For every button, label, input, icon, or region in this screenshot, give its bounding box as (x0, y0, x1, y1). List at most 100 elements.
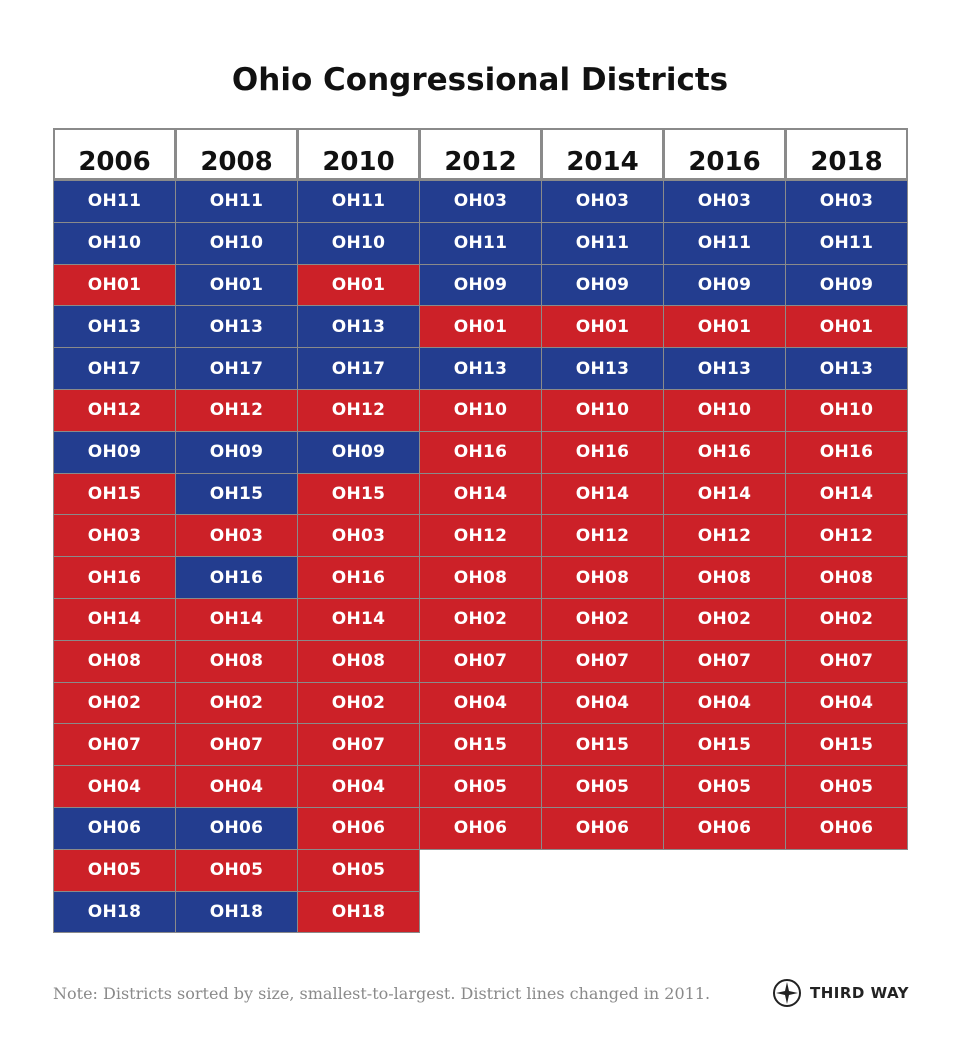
district-cell: OH18 (297, 890, 420, 934)
district-cell: OH12 (419, 514, 542, 558)
district-cell: OH13 (785, 347, 908, 390)
column-header: 2014 (541, 128, 664, 180)
column-header: 2010 (297, 128, 420, 180)
district-cell: OH07 (53, 723, 176, 767)
third-way-logo: THIRD WAY (772, 978, 909, 1008)
district-cell: OH08 (541, 556, 664, 599)
district-cell: OH06 (175, 807, 298, 850)
district-cell: OH04 (175, 765, 298, 808)
district-cell: OH13 (419, 347, 542, 390)
district-cell: OH13 (175, 305, 298, 349)
district-cell: OH03 (663, 180, 786, 223)
district-cell: OH02 (541, 598, 664, 641)
district-cell: OH15 (419, 723, 542, 767)
district-cell: OH18 (175, 890, 298, 934)
district-cell: OH15 (663, 723, 786, 767)
district-cell: OH14 (785, 472, 908, 516)
column-header: 2016 (663, 128, 786, 180)
district-cell: OH09 (663, 263, 786, 307)
district-cell: OH13 (297, 305, 420, 349)
district-cell: OH06 (297, 807, 420, 850)
district-cell: OH14 (53, 598, 176, 641)
district-cell: OH02 (175, 681, 298, 725)
district-cell: OH08 (785, 556, 908, 599)
district-cell: OH08 (53, 639, 176, 683)
district-cell: OH04 (419, 681, 542, 725)
district-cell: OH09 (785, 263, 908, 307)
district-cell: OH09 (297, 430, 420, 474)
district-cell: OH04 (297, 765, 420, 808)
district-cell: OH16 (663, 430, 786, 474)
district-cell: OH11 (419, 221, 542, 265)
district-cell: OH10 (175, 221, 298, 265)
district-cell: OH15 (785, 723, 908, 767)
district-cell: OH05 (53, 848, 176, 892)
district-cell: OH07 (175, 723, 298, 767)
district-cell: OH15 (541, 723, 664, 767)
district-cell: OH16 (297, 556, 420, 599)
district-cell: OH07 (785, 639, 908, 683)
district-cell: OH16 (785, 430, 908, 474)
district-cell: OH14 (297, 598, 420, 641)
district-cell: OH12 (785, 514, 908, 558)
district-cell: OH07 (541, 639, 664, 683)
district-cell: OH11 (663, 221, 786, 265)
district-cell: OH14 (419, 472, 542, 516)
district-cell: OH11 (785, 221, 908, 265)
district-cell: OH03 (541, 180, 664, 223)
district-cell: OH03 (175, 514, 298, 558)
district-cell: OH02 (785, 598, 908, 641)
chart-title: Ohio Congressional Districts (231, 62, 729, 98)
district-cell: OH12 (297, 389, 420, 432)
district-cell: OH03 (785, 180, 908, 223)
district-cell: OH01 (175, 263, 298, 307)
district-cell: OH17 (175, 347, 298, 390)
district-cell: OH15 (53, 472, 176, 516)
district-cell: OH03 (53, 514, 176, 558)
district-cell: OH09 (541, 263, 664, 307)
district-cell: OH12 (663, 514, 786, 558)
district-cell: OH17 (53, 347, 176, 390)
district-cell: OH07 (663, 639, 786, 683)
district-cell: OH13 (53, 305, 176, 349)
district-cell: OH16 (541, 430, 664, 474)
district-cell: OH10 (53, 221, 176, 265)
district-cell: OH01 (663, 305, 786, 349)
district-cell: OH06 (663, 807, 786, 850)
district-cell: OH10 (663, 389, 786, 432)
district-cell: OH12 (175, 389, 298, 432)
district-cell: OH04 (785, 681, 908, 725)
logo-text: THIRD WAY (810, 984, 909, 1002)
district-cell: OH02 (663, 598, 786, 641)
district-cell: OH04 (53, 765, 176, 808)
district-cell: OH02 (419, 598, 542, 641)
district-cell: OH17 (297, 347, 420, 390)
district-cell: OH01 (419, 305, 542, 349)
district-cell: OH10 (419, 389, 542, 432)
footer-note: Note: Districts sorted by size, smallest… (53, 984, 711, 1003)
column-header: 2008 (175, 128, 298, 180)
district-cell: OH05 (419, 765, 542, 808)
district-cell: OH06 (541, 807, 664, 850)
district-cell: OH02 (297, 681, 420, 725)
district-cell: OH01 (297, 263, 420, 307)
district-cell: OH12 (541, 514, 664, 558)
district-cell: OH10 (297, 221, 420, 265)
district-cell: OH16 (419, 430, 542, 474)
district-cell: OH01 (541, 305, 664, 349)
district-cell: OH16 (53, 556, 176, 599)
district-cell: OH06 (53, 807, 176, 850)
district-cell: OH13 (663, 347, 786, 390)
district-cell: OH16 (175, 556, 298, 599)
district-cell: OH08 (175, 639, 298, 683)
district-cell: OH05 (785, 765, 908, 808)
district-cell: OH15 (297, 472, 420, 516)
district-cell: OH11 (53, 180, 176, 223)
district-cell: OH09 (419, 263, 542, 307)
column-header: 2018 (785, 128, 908, 180)
column-header: 2012 (419, 128, 542, 180)
district-cell: OH05 (541, 765, 664, 808)
district-cell: OH03 (297, 514, 420, 558)
district-cell: OH10 (541, 389, 664, 432)
district-cell: OH03 (419, 180, 542, 223)
